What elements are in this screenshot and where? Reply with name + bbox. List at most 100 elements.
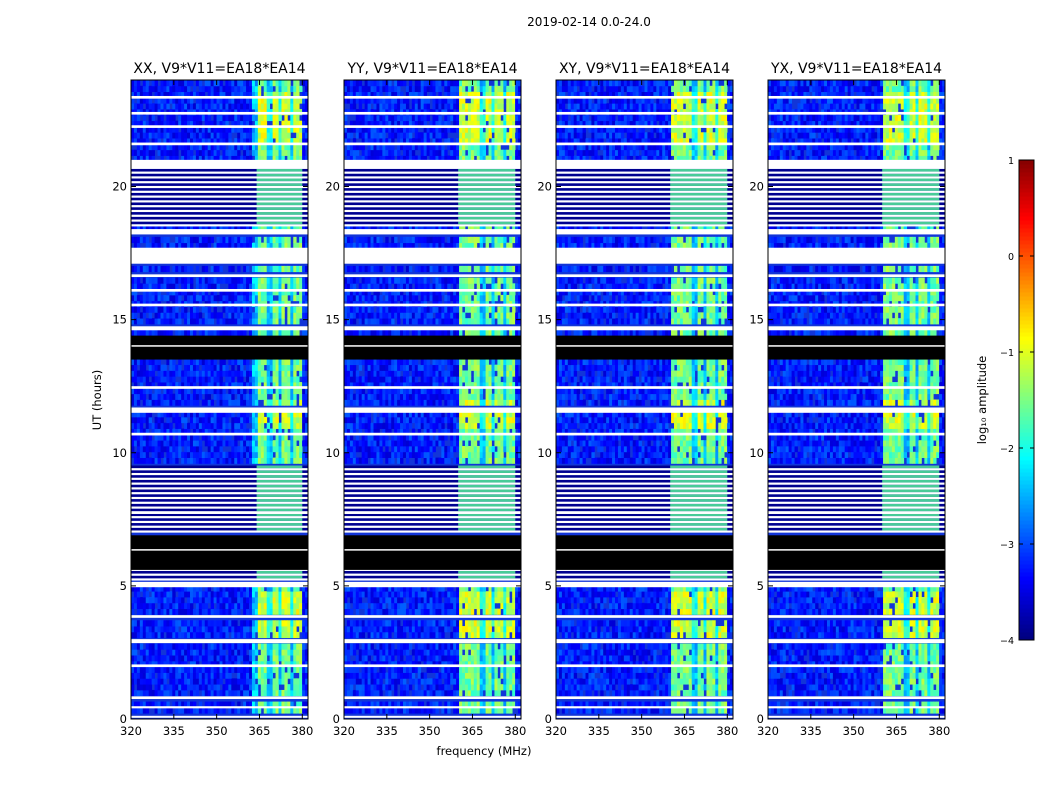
heatmap-cell: [201, 370, 206, 377]
heatmap-cell: [131, 294, 135, 302]
heatmap-cell: [394, 649, 398, 656]
heatmap-cell: [237, 591, 241, 598]
heatmap-cell: [260, 660, 265, 668]
heatmap-cell: [373, 672, 377, 679]
heatmap-cell: [139, 416, 144, 424]
heatmap-cell: [462, 608, 466, 615]
heatmap-cell: [198, 294, 203, 302]
heatmap-cell: [470, 643, 475, 650]
heatmap-cell: [190, 602, 194, 610]
heatmap-cell: [278, 602, 282, 610]
heatmap-cell: [154, 678, 158, 685]
heatmap-cell: [160, 440, 164, 447]
heatmap-cell: [201, 649, 206, 656]
heatmap-cell: [464, 678, 469, 685]
heatmap-cell: [515, 585, 519, 592]
heatmap-cell: [151, 126, 155, 133]
heatmap-cell: [169, 597, 173, 604]
stripe-dark: [131, 183, 308, 186]
heatmap-cell: [464, 666, 469, 673]
heatmap-cell: [352, 445, 357, 453]
heatmap-cell: [228, 399, 232, 406]
heatmap-cell: [210, 643, 214, 650]
heatmap-cell: [476, 689, 481, 697]
heatmap-cell: [305, 393, 309, 400]
heatmap-cell: [187, 428, 191, 435]
heatmap-cell: [281, 283, 285, 290]
heatmap-cell: [249, 457, 253, 464]
heatmap-cell: [178, 114, 182, 122]
heatmap-cell: [225, 329, 229, 336]
heatmap-cell: [394, 672, 398, 679]
heatmap-cell: [195, 707, 200, 714]
heatmap-cell: [251, 103, 256, 110]
heatmap-cell: [257, 318, 262, 325]
heatmap-cell: [361, 591, 366, 598]
heatmap-cell: [207, 126, 212, 133]
heatmap-cell: [450, 585, 454, 592]
heatmap-cell: [151, 155, 155, 162]
heatmap-cell: [210, 364, 214, 371]
heatmap-cell: [450, 631, 454, 639]
heatmap-cell: [131, 358, 135, 366]
heatmap-cell: [184, 655, 188, 662]
heatmap-cell: [438, 701, 442, 708]
heatmap-cell: [376, 585, 380, 592]
heatmap-cell: [192, 428, 197, 435]
heatmap-cell: [222, 399, 226, 406]
heatmap-cell: [405, 608, 410, 615]
heatmap-cell: [175, 85, 179, 93]
heatmap-cell: [287, 289, 291, 296]
heatmap-cell: [385, 445, 389, 453]
heatmap-cell: [240, 678, 244, 685]
heatmap-cell: [299, 672, 303, 679]
heatmap-cell: [263, 399, 268, 406]
heatmap-cell: [278, 376, 282, 383]
heatmap-cell: [470, 678, 475, 685]
heatmap-cell: [142, 649, 147, 656]
heatmap-cell: [237, 155, 241, 162]
heatmap-cell: [237, 387, 241, 395]
heatmap-cell: [388, 707, 392, 714]
heatmap-cell: [397, 422, 401, 429]
heatmap-cell: [287, 602, 291, 610]
heatmap-cell: [352, 422, 357, 429]
heatmap-cell: [290, 602, 294, 610]
heatmap-cell: [154, 608, 158, 615]
heatmap-cell: [272, 411, 276, 418]
heatmap-cell: [411, 649, 416, 656]
heatmap-cell: [349, 643, 354, 650]
heatmap-cell: [453, 631, 457, 639]
heatmap-cell: [370, 649, 374, 656]
heatmap-cell: [216, 242, 220, 249]
heatmap-cell: [166, 120, 170, 127]
heatmap-cell: [302, 312, 306, 319]
heatmap-cell: [373, 626, 377, 633]
heatmap-cell: [225, 97, 229, 104]
heatmap-cell: [272, 666, 276, 673]
heatmap-cell: [216, 416, 220, 424]
heatmap-cell: [210, 277, 214, 284]
heatmap-cell: [204, 103, 209, 110]
heatmap-cell: [420, 649, 425, 656]
heatmap-cell: [358, 597, 363, 604]
heatmap-cell: [166, 155, 170, 162]
heatmap-cell: [136, 591, 141, 598]
heatmap-cell: [260, 126, 265, 133]
heatmap-cell: [222, 358, 226, 366]
heatmap-cell: [417, 602, 422, 610]
heatmap-cell: [497, 620, 501, 627]
heatmap-cell: [450, 445, 454, 453]
heatmap-cell: [187, 376, 191, 383]
heatmap-cell: [453, 643, 457, 650]
heatmap-cell: [237, 434, 241, 441]
heatmap-cell: [160, 97, 164, 104]
heatmap-cell: [278, 428, 282, 435]
heatmap-cell: [201, 294, 206, 302]
heatmap-cell: [219, 358, 223, 366]
heatmap-cell: [391, 440, 395, 447]
heatmap-cell: [299, 277, 303, 284]
heatmap-cell: [187, 602, 191, 610]
heatmap-cell: [408, 666, 413, 673]
heatmap-cell: [187, 701, 191, 708]
